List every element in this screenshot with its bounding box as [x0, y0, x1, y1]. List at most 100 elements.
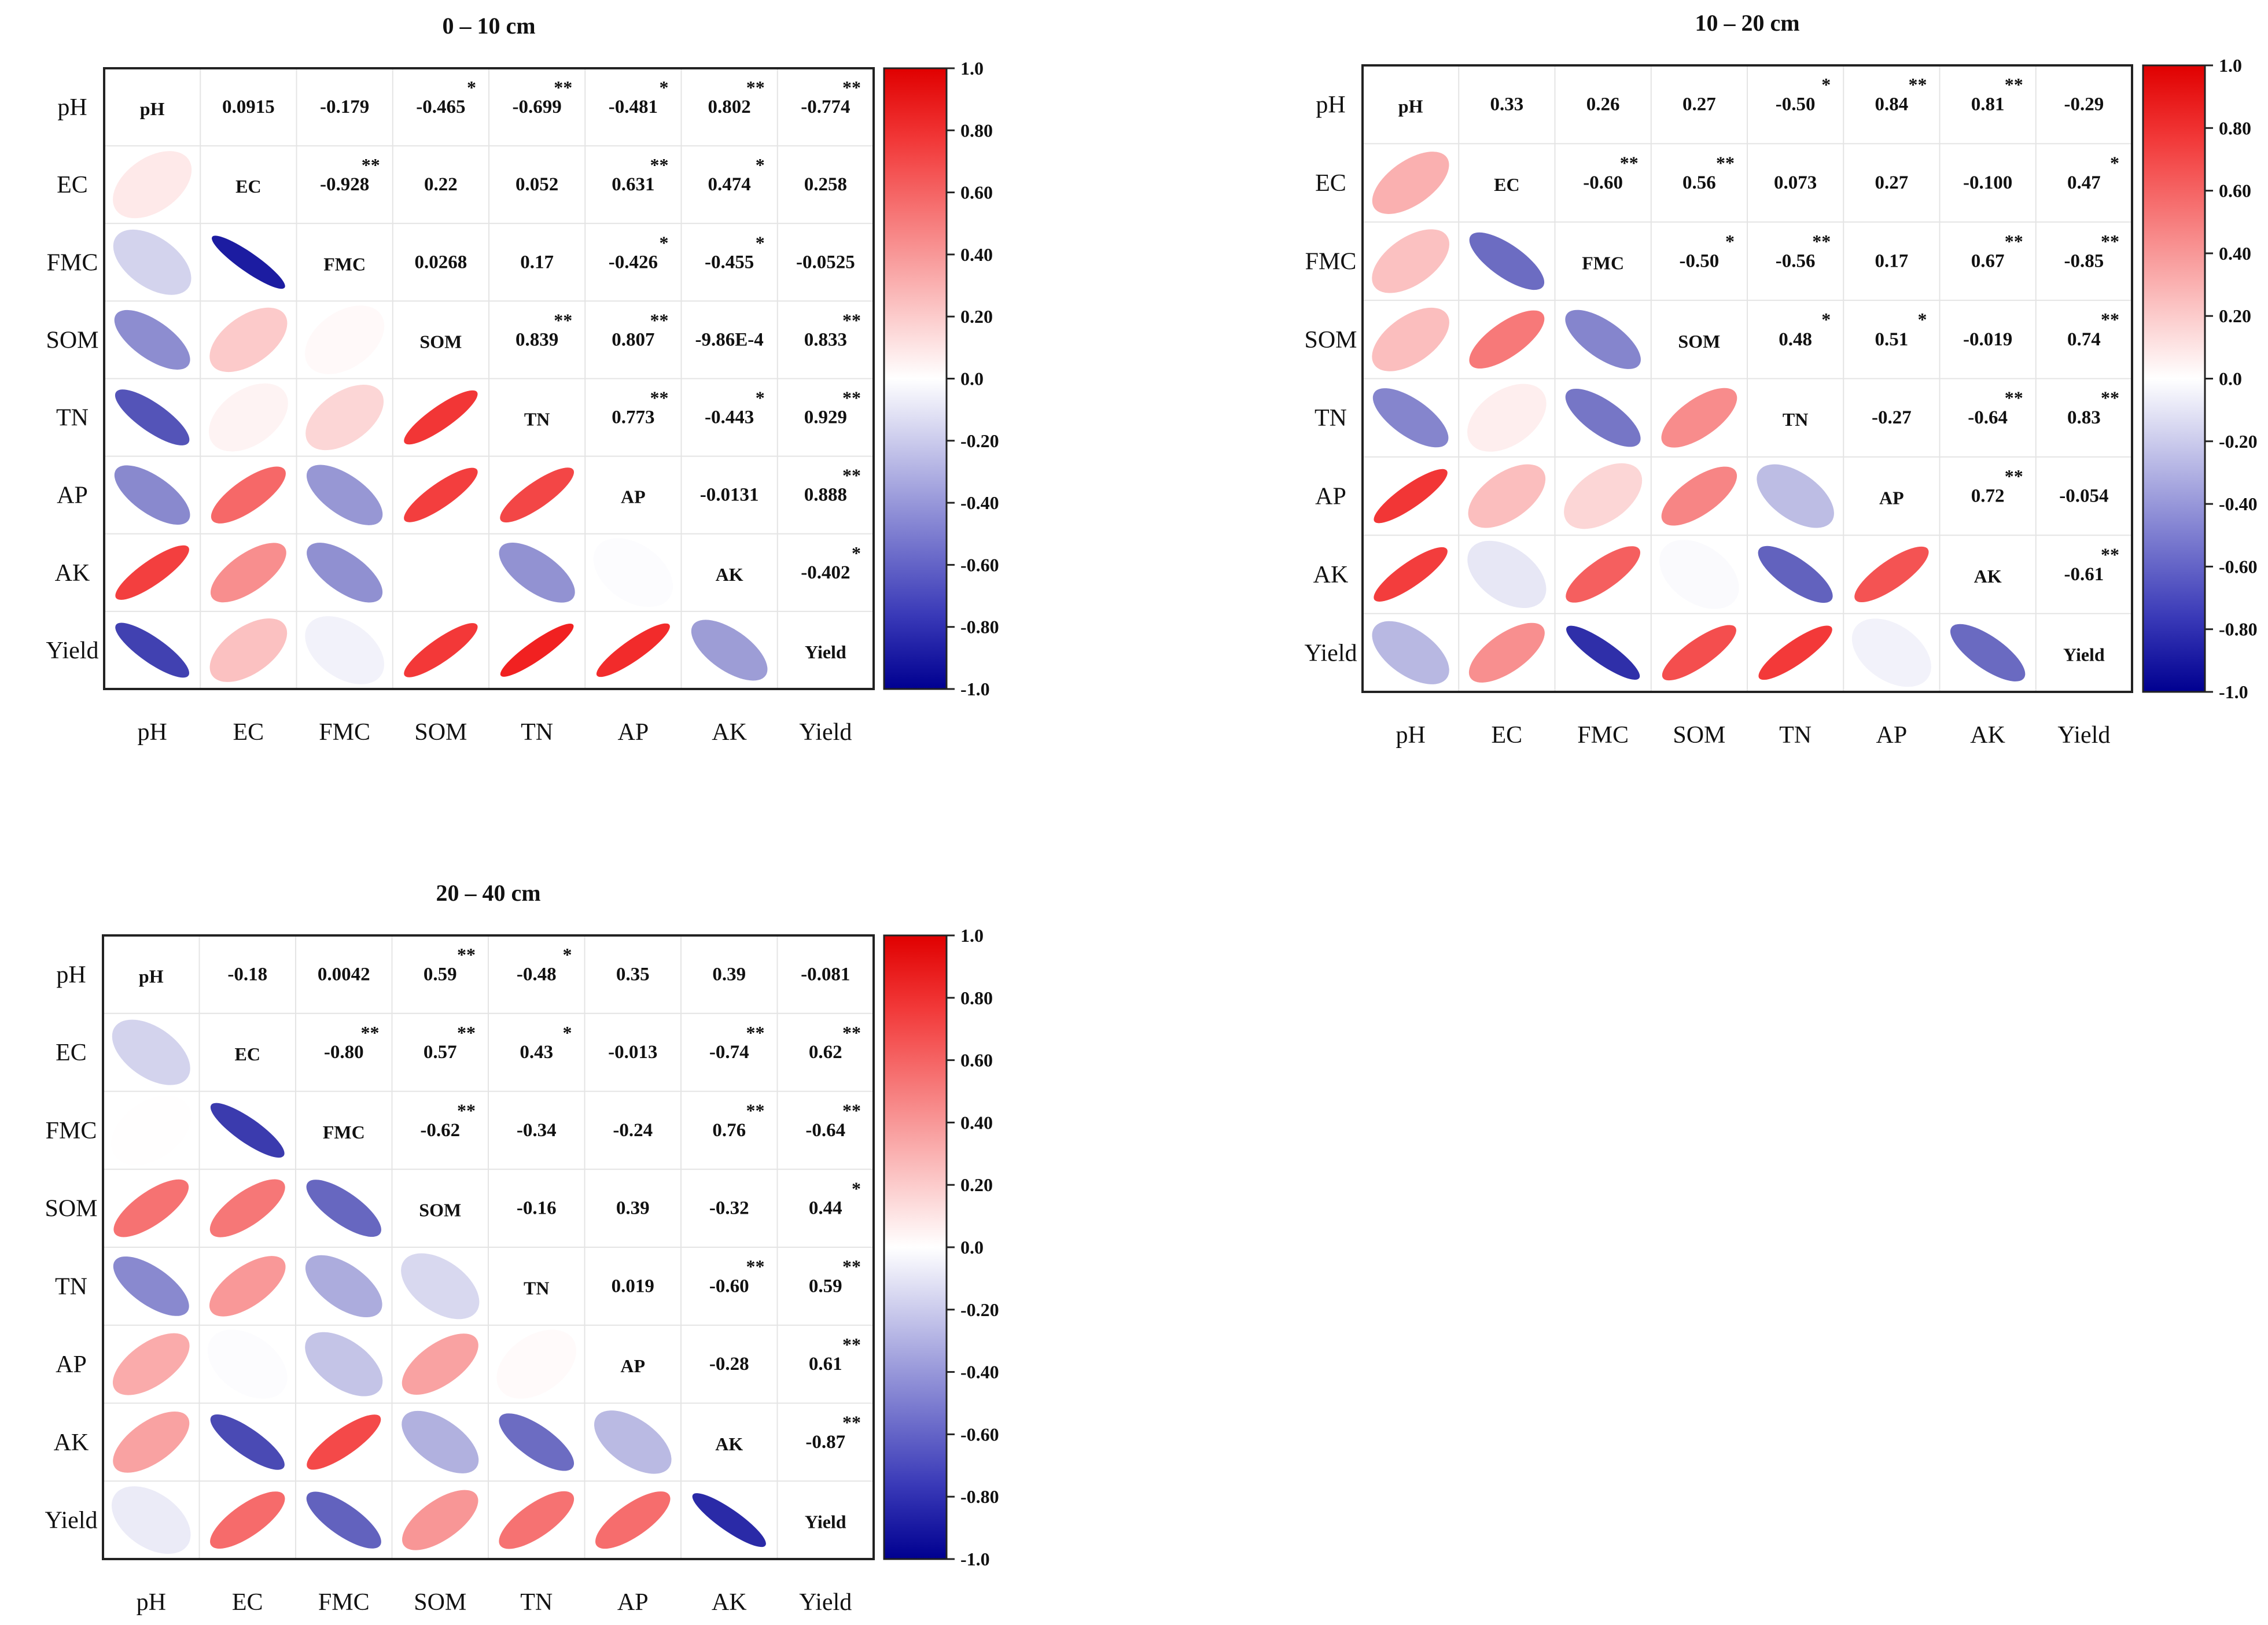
- diagonal-label: FMC: [323, 1122, 365, 1143]
- coef-label: -9.86E-4: [695, 329, 764, 350]
- significance-mark: **: [2101, 231, 2119, 252]
- row-label: SOM: [46, 327, 98, 353]
- significance-mark: **: [842, 1100, 861, 1121]
- significance-mark: **: [842, 309, 861, 330]
- significance-mark: **: [650, 154, 669, 175]
- correlation-ellipse: [402, 1490, 478, 1550]
- column-label: AK: [712, 1589, 747, 1616]
- significance-mark: **: [1909, 74, 1927, 95]
- row-label: SOM: [1304, 327, 1357, 353]
- correlation-ellipse: [500, 467, 575, 523]
- correlation-ellipse: [1374, 547, 1448, 602]
- coef-label: 0.72: [1971, 486, 2005, 507]
- coef-label: 0.48: [1779, 329, 1812, 350]
- significance-mark: **: [746, 1100, 765, 1121]
- correlation-ellipse: [113, 1179, 189, 1237]
- column-label: TN: [1779, 722, 1812, 749]
- significance-mark: **: [2005, 231, 2023, 252]
- correlation-ellipse: [1468, 622, 1545, 683]
- correlation-ellipse: [1566, 546, 1641, 603]
- diagonal-label: AK: [715, 1434, 743, 1454]
- colorbar-tick-label: -1.0: [2219, 681, 2248, 702]
- significance-mark: *: [660, 232, 669, 253]
- row-label: FMC: [46, 1118, 97, 1144]
- colorbar-tick-label: -0.60: [960, 1424, 999, 1445]
- correlation-ellipse: [1758, 546, 1833, 603]
- correlation-ellipse: [112, 1019, 190, 1085]
- coef-label: 0.802: [708, 97, 751, 117]
- significance-mark: **: [2101, 544, 2119, 565]
- coef-label: -0.443: [705, 407, 754, 428]
- correlation-ellipse: [404, 623, 478, 677]
- correlation-ellipse: [306, 465, 383, 525]
- column-label: Yield: [799, 719, 852, 746]
- coef-label: -0.402: [801, 562, 850, 583]
- significance-mark: **: [842, 1334, 861, 1355]
- coef-label: 0.474: [708, 174, 751, 195]
- correlation-ellipse: [401, 538, 481, 607]
- coef-label: 0.631: [612, 174, 654, 195]
- coef-label: 0.35: [616, 964, 650, 985]
- diagonal-label: SOM: [419, 1200, 461, 1221]
- significance-mark: *: [563, 944, 572, 965]
- column-label: Yield: [799, 1589, 852, 1616]
- significance-mark: **: [842, 1256, 861, 1277]
- diagonal-label: TN: [524, 409, 550, 430]
- coef-label: 0.83: [2067, 407, 2101, 428]
- coef-label: -0.081: [801, 964, 850, 985]
- significance-mark: *: [1821, 309, 1831, 330]
- coef-label: -0.24: [613, 1120, 653, 1141]
- correlation-ellipse: [1372, 307, 1449, 371]
- coef-label: -0.60: [709, 1276, 749, 1296]
- coef-label: -0.481: [609, 97, 658, 117]
- coef-label: 0.258: [804, 174, 847, 195]
- correlation-ellipse: [593, 538, 673, 607]
- colorbar-tick-label: -0.20: [960, 1299, 999, 1320]
- correlation-ellipse: [1469, 232, 1545, 290]
- correlation-ellipse: [111, 1095, 192, 1165]
- significance-mark: **: [457, 1100, 476, 1121]
- column-label: EC: [1492, 722, 1523, 749]
- correlation-ellipse: [114, 465, 190, 525]
- coef-label: 0.17: [1875, 250, 1909, 271]
- coef-label: 0.56: [1682, 172, 1716, 193]
- correlation-ellipse: [1565, 309, 1641, 369]
- colorbar-tick-label: 0.0: [2219, 369, 2242, 389]
- row-label: pH: [57, 94, 87, 121]
- column-label: pH: [1396, 722, 1425, 749]
- correlation-ellipse: [1757, 464, 1834, 528]
- significance-mark: **: [457, 1022, 476, 1043]
- significance-mark: **: [746, 77, 765, 98]
- significance-mark: **: [2005, 74, 2023, 95]
- significance-mark: **: [842, 388, 861, 408]
- row-label: pH: [56, 961, 86, 988]
- panel-title: 10 – 20 cm: [1695, 10, 1799, 36]
- heatmap-frame: [103, 67, 875, 690]
- coef-label: -0.56: [1776, 250, 1816, 271]
- correlation-ellipse: [499, 1491, 575, 1549]
- coef-label: -0.74: [709, 1042, 749, 1063]
- significance-mark: *: [756, 154, 765, 175]
- coef-label: 0.84: [1875, 94, 1909, 115]
- diagonal-label: Yield: [805, 1512, 846, 1532]
- correlation-ellipse: [113, 1412, 190, 1473]
- correlation-ellipse: [1661, 388, 1737, 448]
- significance-mark: **: [1716, 152, 1735, 173]
- correlation-ellipse: [402, 1333, 478, 1395]
- significance-mark: **: [842, 77, 861, 98]
- row-label: SOM: [45, 1196, 97, 1222]
- coef-label: 0.773: [612, 407, 654, 428]
- coef-label: 0.39: [712, 964, 746, 985]
- colorbar-tick-label: 0.0: [960, 1237, 984, 1258]
- significance-mark: *: [1918, 309, 1927, 330]
- coef-label: 0.0915: [222, 97, 275, 117]
- significance-mark: **: [1812, 231, 1831, 252]
- colorbar-tick-label: -0.80: [2219, 619, 2258, 640]
- colorbar-tick-label: -0.60: [2219, 556, 2258, 577]
- coef-label: 0.0042: [318, 964, 370, 985]
- correlation-ellipse: [209, 1256, 286, 1317]
- coef-label: -0.0131: [700, 485, 759, 506]
- coef-label: 0.59: [809, 1276, 842, 1296]
- colorbar-tick-label: 0.60: [960, 182, 993, 203]
